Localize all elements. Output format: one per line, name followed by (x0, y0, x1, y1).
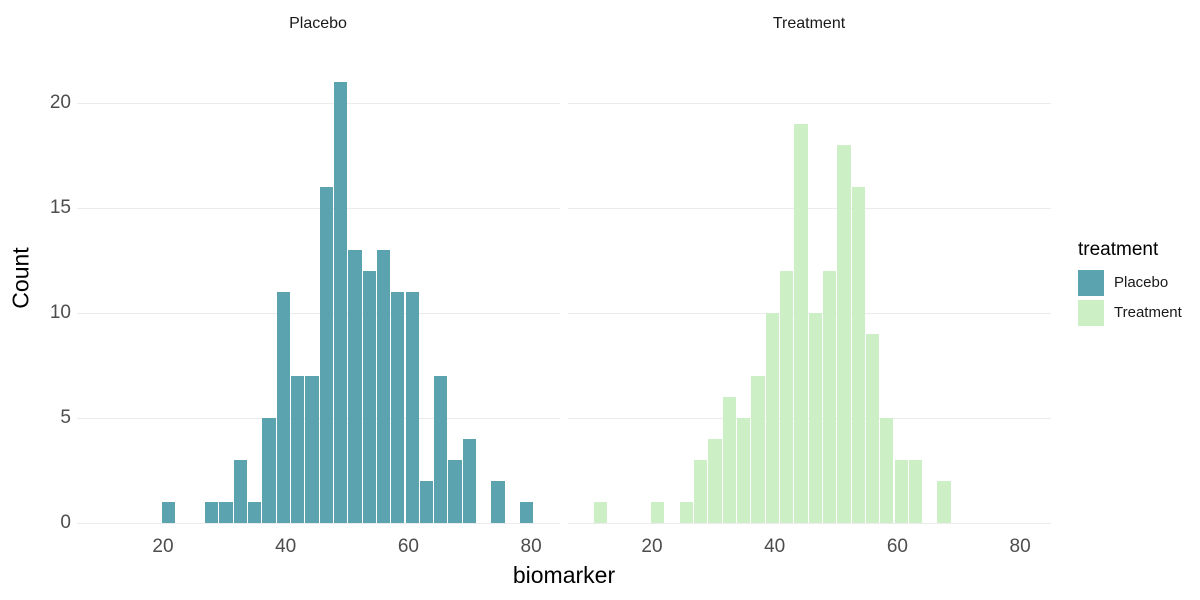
histogram-bar (837, 145, 851, 523)
histogram-bar (276, 292, 290, 523)
x-tick-label: 60 (397, 536, 419, 557)
histogram-bar (937, 481, 951, 523)
x-tick-label: 40 (275, 536, 297, 557)
histogram-bar (391, 292, 405, 523)
x-tick-label: 80 (520, 536, 542, 557)
gridline-y15 (77, 208, 560, 209)
histogram-bar (708, 439, 722, 523)
gridline-y0 (77, 523, 560, 524)
histogram-bar (434, 376, 448, 523)
legend: treatment Placebo Treatment (1078, 239, 1182, 330)
histogram-bar (462, 439, 477, 523)
x-axis-title: biomarker (512, 562, 616, 588)
histogram-bar (205, 502, 219, 523)
gridline-y10 (77, 313, 560, 314)
histogram-bar (248, 502, 262, 523)
histogram-bar (520, 502, 534, 523)
histogram-bar (737, 418, 751, 523)
y-tick-label: 20 (49, 92, 71, 114)
x-tick-label: 40 (764, 536, 786, 557)
legend-title: treatment (1078, 239, 1159, 260)
facet-strip-placebo: Placebo (289, 15, 347, 32)
x-tick-label: 80 (1009, 536, 1031, 557)
gridline-y20 (77, 103, 560, 104)
histogram-bar (262, 418, 276, 523)
facet-strip-treatment: Treatment (772, 15, 846, 32)
y-axis-title: Count (7, 247, 34, 309)
histogram-bar (679, 502, 694, 523)
histogram-bar (722, 397, 737, 523)
histogram-bar (448, 460, 462, 523)
histogram-bar (880, 418, 894, 523)
histogram-bar (219, 502, 233, 523)
histogram-bar (376, 250, 391, 523)
histogram-bar (851, 187, 865, 523)
histogram-bar (405, 292, 419, 523)
histogram-bar (894, 460, 908, 523)
gridline-y0 (568, 523, 1051, 524)
histogram-bar (419, 481, 434, 523)
histogram-bar (348, 250, 362, 523)
legend-label-treatment: Treatment (1114, 304, 1182, 322)
x-tick-label: 60 (886, 536, 908, 557)
x-tick-label: 20 (152, 536, 174, 557)
y-tick-label: 10 (49, 302, 71, 324)
histogram-bar (233, 460, 248, 523)
legend-swatch-placebo (1078, 269, 1104, 296)
histogram-bar (765, 313, 779, 523)
histogram-bar (808, 313, 822, 523)
legend-swatch-treatment (1078, 299, 1104, 326)
histogram-bar (822, 271, 837, 523)
histogram-bar (865, 334, 880, 523)
legend-item-placebo: Placebo (1078, 269, 1182, 296)
histogram-bar (751, 376, 765, 523)
histogram-bar (319, 187, 333, 523)
histogram-bar (305, 376, 319, 523)
legend-label-placebo: Placebo (1114, 274, 1169, 292)
y-tick-label: 15 (49, 197, 71, 219)
x-tick-label: 20 (641, 536, 663, 557)
gridline-y20 (568, 103, 1051, 104)
histogram-bar (362, 271, 376, 523)
y-tick-label: 0 (60, 512, 71, 534)
histogram-bar (908, 460, 923, 523)
histogram-bar (291, 376, 305, 523)
legend-item-treatment: Treatment (1078, 299, 1182, 326)
histogram-bar (333, 82, 348, 523)
y-tick-label: 5 (60, 407, 71, 429)
gridline-y15 (568, 208, 1051, 209)
histogram-bar (694, 460, 708, 523)
histogram-bar (593, 502, 608, 523)
histogram-bar (491, 481, 505, 523)
histogram-bar (162, 502, 176, 523)
histogram-bar (780, 271, 794, 523)
histogram-bar (651, 502, 665, 523)
histogram-bar (794, 124, 808, 523)
